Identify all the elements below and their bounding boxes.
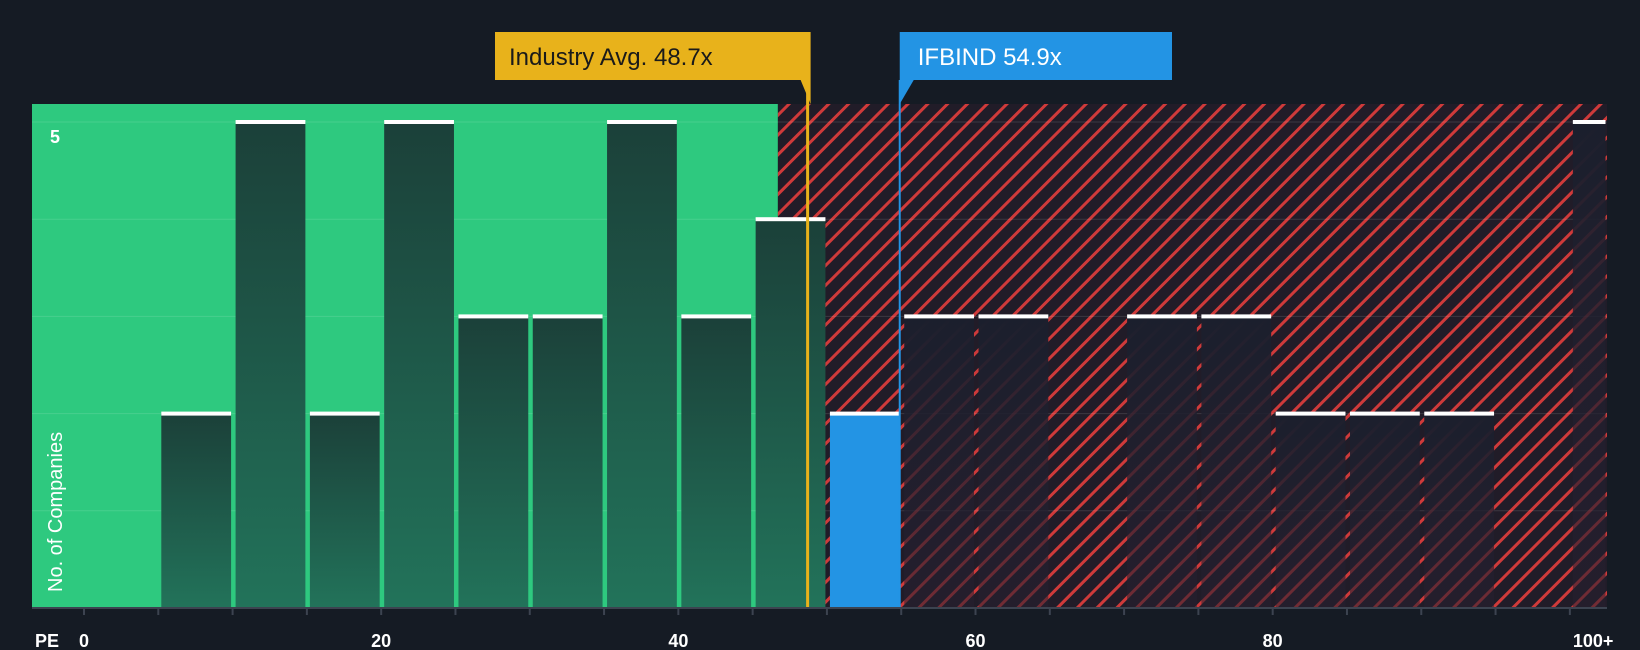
x-axis xyxy=(32,607,1607,615)
histogram-bar xyxy=(1424,413,1495,608)
y-tick-label: 5 xyxy=(50,127,60,147)
histogram-bar-cap xyxy=(235,120,306,124)
histogram-bar-cap xyxy=(532,314,603,319)
histogram-bar xyxy=(161,413,232,608)
histogram-bars xyxy=(161,120,1606,608)
histogram-bar xyxy=(1201,316,1272,608)
x-tick-label: 0 xyxy=(79,631,89,650)
x-tick-label: 60 xyxy=(965,631,985,650)
histogram-bar xyxy=(235,122,306,608)
industry-average-label: Industry Avg. 48.7x xyxy=(509,44,713,71)
histogram-bar-cap xyxy=(1201,314,1272,319)
x-tick-label: 80 xyxy=(1263,631,1283,650)
company-pe-box xyxy=(899,32,1172,104)
histogram-bar xyxy=(681,316,752,608)
histogram-bar xyxy=(309,413,380,608)
histogram-bar-cap xyxy=(978,314,1049,319)
histogram-bar-cap xyxy=(829,411,900,416)
histogram-bar-cap xyxy=(1275,411,1346,416)
histogram-bar xyxy=(904,316,975,608)
industry-average-callout: Industry Avg. 48.7x xyxy=(495,32,811,104)
histogram-bar xyxy=(1349,413,1420,608)
histogram-bar-cap xyxy=(161,411,232,416)
histogram-bar-cap xyxy=(681,314,752,319)
histogram-bar xyxy=(607,122,677,608)
x-axis-title: PE xyxy=(35,631,59,650)
histogram-bar xyxy=(532,316,603,608)
histogram-bar-cap xyxy=(607,120,677,124)
industry-average-box xyxy=(495,32,811,104)
histogram-bar-cap xyxy=(458,314,529,319)
company-callout: IFBIND 54.9x xyxy=(899,32,1172,104)
histogram-bar xyxy=(829,413,900,608)
x-tick-label: 20 xyxy=(371,631,391,650)
reference-lines xyxy=(806,80,901,608)
histogram-bar xyxy=(1275,413,1346,608)
histogram-bar-cap xyxy=(309,411,380,416)
histogram-bar xyxy=(978,316,1049,608)
histogram-bar xyxy=(458,316,529,608)
histogram-bar xyxy=(755,219,826,608)
histogram-bar-cap xyxy=(1424,411,1495,416)
x-tick-label: 100+ xyxy=(1573,631,1614,650)
histogram-bar-cap xyxy=(1349,411,1420,416)
histogram-bar xyxy=(1127,316,1197,608)
histogram-bar-cap xyxy=(384,120,454,124)
histogram-bar xyxy=(384,122,454,608)
x-tick-label: 40 xyxy=(668,631,688,650)
histogram-bar-cap xyxy=(904,314,975,319)
y-axis-title: No. of Companies xyxy=(45,432,67,592)
company-pe-label: IFBIND 54.9x xyxy=(918,44,1062,71)
histogram-bar xyxy=(1572,122,1606,608)
histogram-bar-cap xyxy=(1572,120,1606,124)
histogram-bar-cap xyxy=(755,217,826,222)
histogram-bar-cap xyxy=(1127,314,1197,319)
x-tick-labels: 0 20 40 60 80 100+ xyxy=(79,631,1613,650)
